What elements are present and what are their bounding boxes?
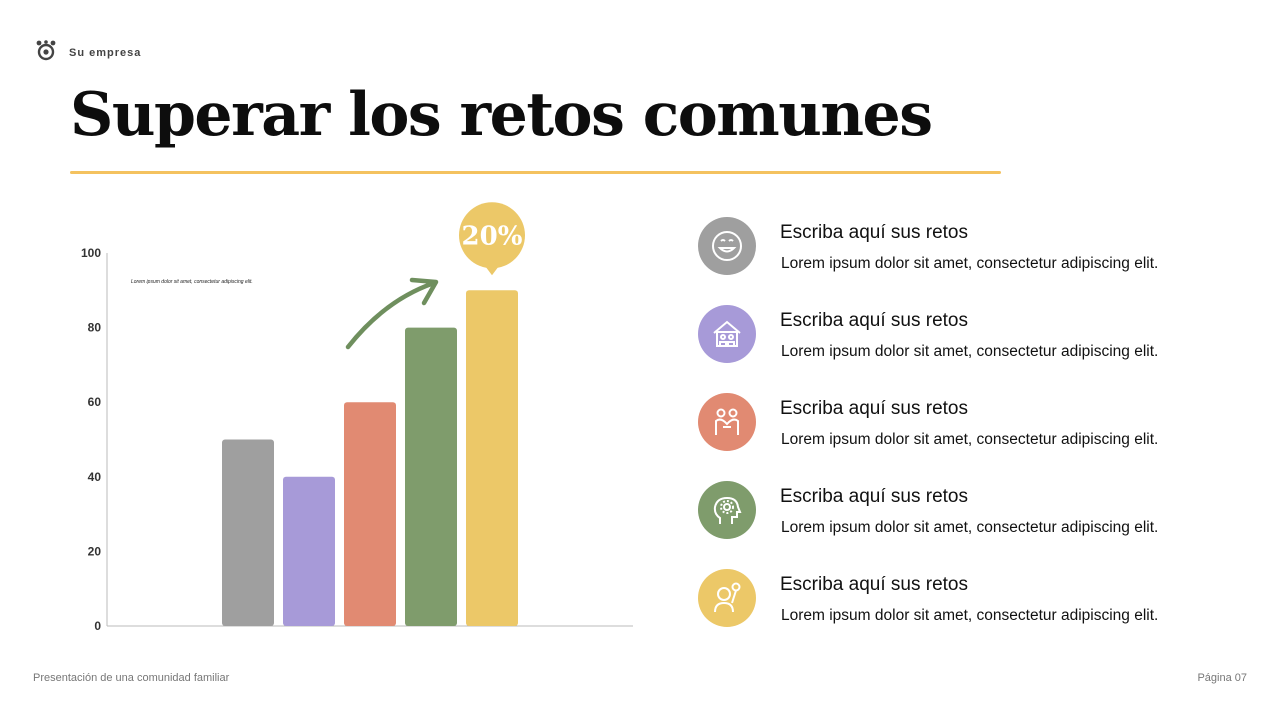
y-tick-label: 60 — [88, 395, 102, 409]
chart-annotation: Lorem ipsum dolor sit amet, consectetur … — [131, 279, 253, 285]
challenge-item: Escriba aquí sus retos Lorem ipsum dolor… — [698, 480, 1258, 568]
growth-arrowhead — [409, 277, 439, 306]
footer-page-number: Página 07 — [1197, 672, 1247, 684]
bar-chart: 0 20 40 60 80 100 Lorem ipsum dolor sit amet,… — [81, 202, 633, 633]
badge-label: 20% — [462, 221, 523, 251]
challenge-title: Escriba aquí sus retos — [780, 310, 968, 331]
challenge-list: Escriba aquí sus retos Lorem ipsum dolor… — [698, 216, 1258, 656]
title-divider — [70, 171, 1001, 174]
y-tick-label: 100 — [81, 246, 101, 260]
family-home-icon — [698, 305, 756, 363]
mind-gear-icon — [698, 481, 756, 539]
challenge-text: Lorem ipsum dolor sit amet, consectetur … — [781, 431, 1159, 448]
challenge-text: Lorem ipsum dolor sit amet, consectetur … — [781, 519, 1159, 536]
challenge-title: Escriba aquí sus retos — [780, 574, 968, 595]
challenge-item: Escriba aquí sus retos Lorem ipsum dolor… — [698, 568, 1258, 656]
percent-badge: 20% — [459, 202, 525, 276]
family-logo-icon — [35, 39, 57, 66]
challenge-title: Escriba aquí sus retos — [780, 486, 968, 507]
challenge-title: Escriba aquí sus retos — [780, 222, 968, 243]
bars — [222, 290, 518, 626]
challenge-text: Lorem ipsum dolor sit amet, consectetur … — [781, 607, 1159, 624]
bar — [466, 290, 518, 626]
growth-arrow-icon — [345, 280, 437, 350]
challenge-title: Escriba aquí sus retos — [780, 398, 968, 419]
y-tick-label: 0 — [94, 619, 101, 633]
y-tick-label: 20 — [88, 544, 102, 558]
challenge-text: Lorem ipsum dolor sit amet, consectetur … — [781, 343, 1159, 360]
challenge-item: Escriba aquí sus retos Lorem ipsum dolor… — [698, 216, 1258, 304]
challenge-item: Escriba aquí sus retos Lorem ipsum dolor… — [698, 392, 1258, 480]
page-title: Superar los retos comunes — [70, 80, 933, 150]
y-tick-label: 40 — [88, 470, 102, 484]
brand: Su empresa — [35, 39, 141, 66]
people-hug-icon — [698, 393, 756, 451]
footer-presentation-name: Presentación de una comunidad familiar — [33, 672, 230, 684]
child-balloon-icon — [698, 569, 756, 627]
bar — [344, 402, 396, 626]
bar — [222, 439, 274, 626]
challenge-item: Escriba aquí sus retos Lorem ipsum dolor… — [698, 304, 1258, 392]
y-tick-label: 80 — [88, 321, 102, 335]
smiling-face-icon — [698, 217, 756, 275]
bar — [283, 476, 335, 626]
brand-name: Su empresa — [69, 46, 142, 59]
challenge-text: Lorem ipsum dolor sit amet, consectetur … — [781, 255, 1159, 272]
bar — [405, 327, 457, 626]
y-axis: 0 20 40 60 80 100 — [81, 246, 633, 633]
